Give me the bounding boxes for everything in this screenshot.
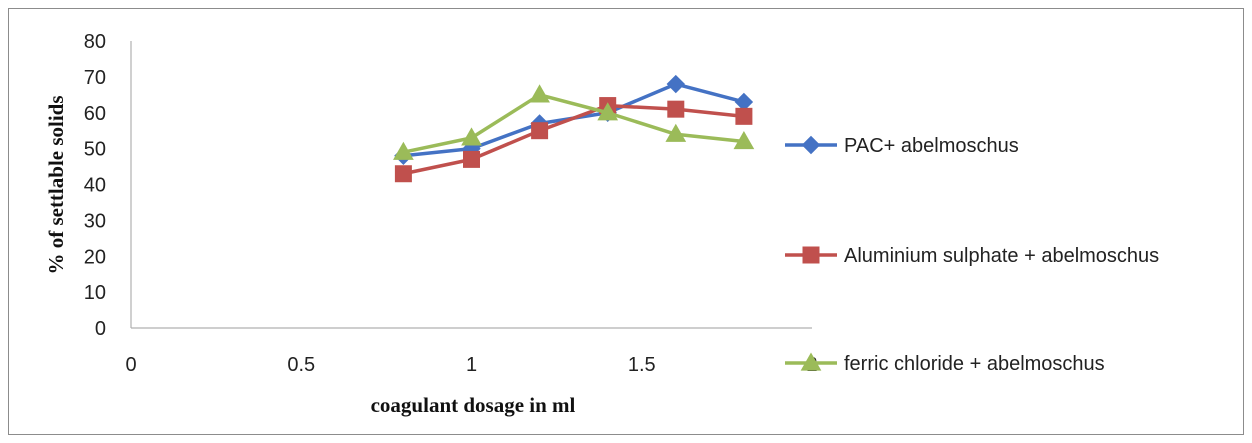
chart-frame [8, 8, 1244, 435]
legend-item: Aluminium sulphate + abelmoschus [785, 245, 1159, 267]
data-point [394, 165, 412, 183]
x-tick-label: 0.5 [287, 354, 315, 376]
series-layer [393, 74, 755, 183]
data-point [597, 102, 619, 121]
y-tick-labels: 0 10 20 30 40 50 60 70 80 [84, 31, 106, 340]
y-tick-label: 30 [84, 210, 106, 232]
series-2 [394, 97, 753, 183]
series-3 [393, 84, 755, 160]
y-tick-label: 60 [84, 103, 106, 125]
data-point [463, 150, 480, 168]
y-tick-label: 10 [84, 282, 106, 304]
x-tick-label: 1 [466, 354, 477, 376]
x-tick-labels: 00.511.52 [125, 354, 817, 376]
series-line [403, 93, 745, 154]
chart-axes [130, 41, 812, 329]
data-point [461, 127, 482, 146]
y-tick-label: 0 [95, 318, 106, 340]
y-tick-label: 40 [84, 175, 106, 197]
legend-item: ferric chloride + abelmoschus [785, 352, 1105, 375]
y-tick-label: 20 [84, 246, 106, 268]
legend-marker [801, 135, 821, 155]
legend: PAC+ abelmoschus Aluminium sulphate + abe… [785, 135, 1159, 375]
y-axis-title: % of settlable solids [44, 95, 68, 274]
data-point [529, 84, 550, 103]
data-point [667, 100, 685, 118]
legend-marker [802, 246, 820, 264]
legend-item: PAC+ abelmoschus [785, 135, 1019, 157]
legend-marker [800, 352, 822, 371]
y-tick-label: 50 [84, 139, 106, 161]
x-tick-label: 0 [125, 354, 136, 376]
y-tick-label: 80 [84, 31, 106, 53]
legend-label: PAC+ abelmoschus [844, 135, 1019, 157]
data-point [735, 107, 753, 125]
x-tick-label: 1.5 [628, 354, 656, 376]
series-line [403, 103, 745, 176]
legend-label: ferric chloride + abelmoschus [844, 353, 1105, 375]
data-point [733, 130, 755, 150]
data-point [665, 123, 687, 142]
data-point [393, 141, 414, 160]
x-axis-title: coagulant dosage in ml [371, 393, 576, 417]
data-point [531, 122, 549, 140]
data-point [666, 74, 686, 94]
legend-label: Aluminium sulphate + abelmoschus [844, 245, 1159, 267]
y-tick-label: 70 [84, 67, 106, 89]
